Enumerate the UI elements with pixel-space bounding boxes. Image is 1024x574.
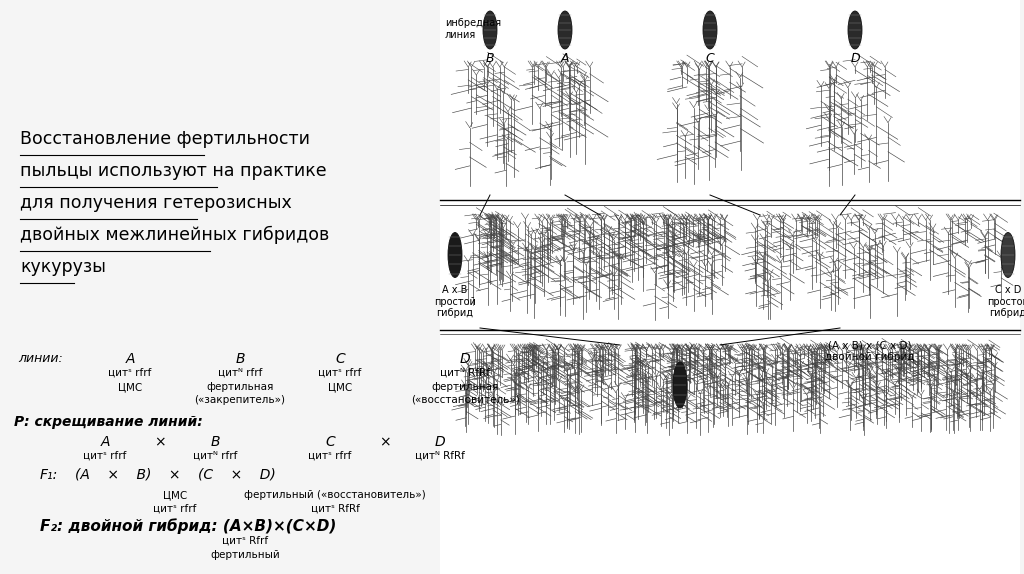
Text: пыльцы используют на практике: пыльцы используют на практике bbox=[20, 162, 327, 180]
Text: цитˢ rfrf: цитˢ rfrf bbox=[154, 504, 197, 514]
Text: P: скрещивание линий:: P: скрещивание линий: bbox=[14, 415, 203, 429]
Text: цитᴺ rfrf: цитᴺ rfrf bbox=[218, 368, 262, 378]
Text: ЦМС: ЦМС bbox=[118, 382, 142, 392]
Text: A: A bbox=[125, 352, 135, 366]
Text: (A    ×    B)    ×    (C    ×    D): (A × B) × (C × D) bbox=[75, 468, 275, 482]
Text: фертильный («восстановитель»): фертильный («восстановитель») bbox=[244, 490, 426, 500]
Ellipse shape bbox=[673, 362, 687, 408]
Text: B: B bbox=[210, 435, 220, 449]
Text: («закрепитель»): («закрепитель») bbox=[195, 395, 286, 405]
Text: цитˢ Rfrf: цитˢ Rfrf bbox=[222, 536, 268, 546]
Ellipse shape bbox=[558, 11, 572, 49]
Text: ЦМС: ЦМС bbox=[163, 490, 187, 500]
Text: кукурузы: кукурузы bbox=[20, 258, 105, 276]
Text: C: C bbox=[706, 52, 715, 65]
Text: ЦМС: ЦМС bbox=[328, 382, 352, 392]
Text: D: D bbox=[460, 352, 470, 366]
Text: для получения гетерозисных: для получения гетерозисных bbox=[20, 194, 292, 212]
Text: C: C bbox=[326, 435, 335, 449]
Text: фертильный: фертильный bbox=[210, 550, 280, 560]
Text: («восстановитель»): («восстановитель») bbox=[411, 395, 519, 405]
Text: цитˢ rfrf: цитˢ rfrf bbox=[83, 451, 127, 461]
Text: Восстановление фертильности: Восстановление фертильности bbox=[20, 130, 310, 148]
Text: двойных межлинейных гибридов: двойных межлинейных гибридов bbox=[20, 226, 330, 244]
Bar bbox=[440, 0, 1020, 574]
Text: A: A bbox=[561, 52, 569, 65]
Text: инбредная
линия: инбредная линия bbox=[445, 18, 501, 40]
Text: цитᴺ rfrf: цитᴺ rfrf bbox=[193, 451, 238, 461]
Text: B: B bbox=[485, 52, 495, 65]
Text: F₁:: F₁: bbox=[40, 468, 58, 482]
Text: D: D bbox=[434, 435, 445, 449]
Text: цитˢ rfrf: цитˢ rfrf bbox=[318, 368, 361, 378]
Text: ×: × bbox=[379, 435, 391, 449]
Text: фертильная: фертильная bbox=[206, 382, 273, 392]
Text: ×: × bbox=[155, 435, 166, 449]
Text: цитˢ rfrf: цитˢ rfrf bbox=[308, 451, 351, 461]
Text: цитᴺ RfRf: цитᴺ RfRf bbox=[415, 451, 465, 461]
Text: C: C bbox=[335, 352, 345, 366]
Text: B: B bbox=[236, 352, 245, 366]
Text: F₂: двойной гибрид: (A×B)×(C×D): F₂: двойной гибрид: (A×B)×(C×D) bbox=[40, 518, 336, 534]
Ellipse shape bbox=[703, 11, 717, 49]
Text: C x D
простой
гибрид: C x D простой гибрид bbox=[987, 285, 1024, 318]
Text: цитˢ RfRf: цитˢ RfRf bbox=[310, 504, 359, 514]
Text: цитᴺ RfRf: цитᴺ RfRf bbox=[440, 368, 489, 378]
Text: фертильная: фертильная bbox=[431, 382, 499, 392]
Text: A x B
простой
гибрид: A x B простой гибрид bbox=[434, 285, 476, 318]
Text: цитˢ rfrf: цитˢ rfrf bbox=[109, 368, 152, 378]
Ellipse shape bbox=[1001, 232, 1015, 277]
Text: линии:: линии: bbox=[18, 352, 62, 365]
Ellipse shape bbox=[483, 11, 497, 49]
Text: (A x B) x (C x D)
двойной гибрид: (A x B) x (C x D) двойной гибрид bbox=[825, 340, 914, 362]
Ellipse shape bbox=[848, 11, 862, 49]
Text: D: D bbox=[850, 52, 860, 65]
Text: A: A bbox=[100, 435, 110, 449]
Ellipse shape bbox=[449, 232, 462, 277]
